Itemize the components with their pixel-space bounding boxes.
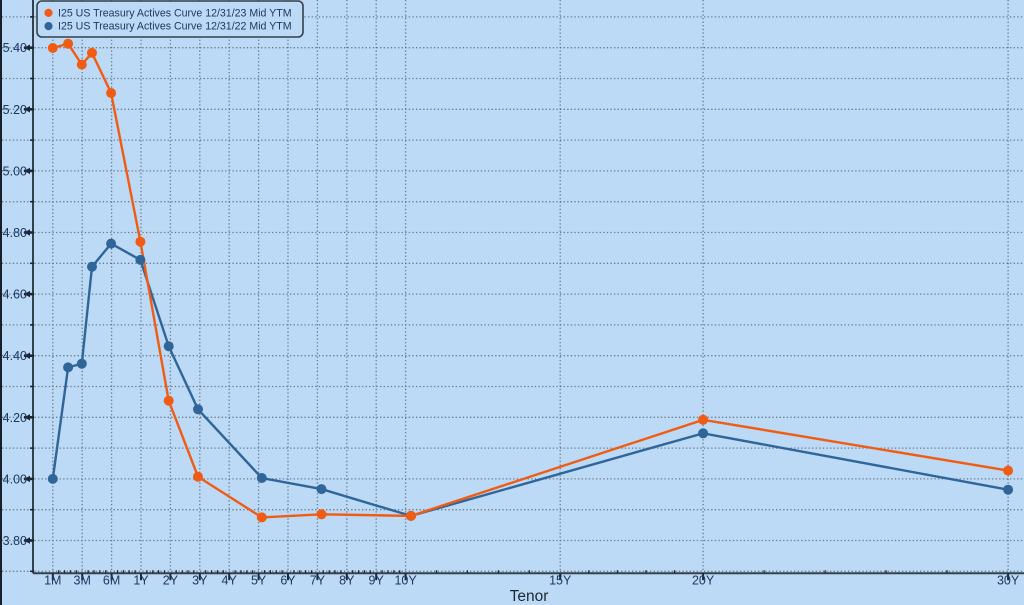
svg-text:30Y: 30Y: [997, 574, 1020, 588]
svg-text:1M: 1M: [44, 574, 61, 588]
svg-text:5.40: 5.40: [3, 41, 27, 55]
svg-text:I25 US Treasury Actives Curve: I25 US Treasury Actives Curve 12/31/22 M…: [58, 21, 292, 33]
svg-text:8Y: 8Y: [339, 574, 355, 588]
svg-text:5.00: 5.00: [3, 164, 27, 178]
svg-text:6Y: 6Y: [280, 574, 296, 588]
svg-text:3Y: 3Y: [192, 574, 208, 588]
svg-text:7Y: 7Y: [310, 574, 326, 588]
svg-text:4.00: 4.00: [3, 472, 27, 486]
svg-text:20Y: 20Y: [692, 574, 715, 588]
svg-text:3M: 3M: [74, 574, 91, 588]
svg-text:5.20: 5.20: [3, 103, 27, 117]
svg-text:4Y: 4Y: [222, 574, 238, 588]
svg-text:4.80: 4.80: [3, 226, 27, 240]
svg-text:1Y: 1Y: [133, 574, 149, 588]
svg-text:Tenor: Tenor: [510, 588, 549, 605]
svg-text:5Y: 5Y: [251, 574, 267, 588]
svg-text:4.60: 4.60: [3, 288, 27, 302]
svg-text:4.40: 4.40: [3, 349, 27, 363]
svg-text:2Y: 2Y: [163, 574, 179, 588]
svg-text:6M: 6M: [103, 574, 120, 588]
svg-text:3.80: 3.80: [3, 534, 27, 548]
svg-text:15Y: 15Y: [549, 574, 572, 588]
svg-text:10Y: 10Y: [394, 574, 417, 588]
svg-text:I25 US Treasury Actives Curve: I25 US Treasury Actives Curve 12/31/23 M…: [58, 8, 292, 20]
svg-text:4.20: 4.20: [3, 411, 27, 425]
svg-text:9Y: 9Y: [369, 574, 385, 588]
